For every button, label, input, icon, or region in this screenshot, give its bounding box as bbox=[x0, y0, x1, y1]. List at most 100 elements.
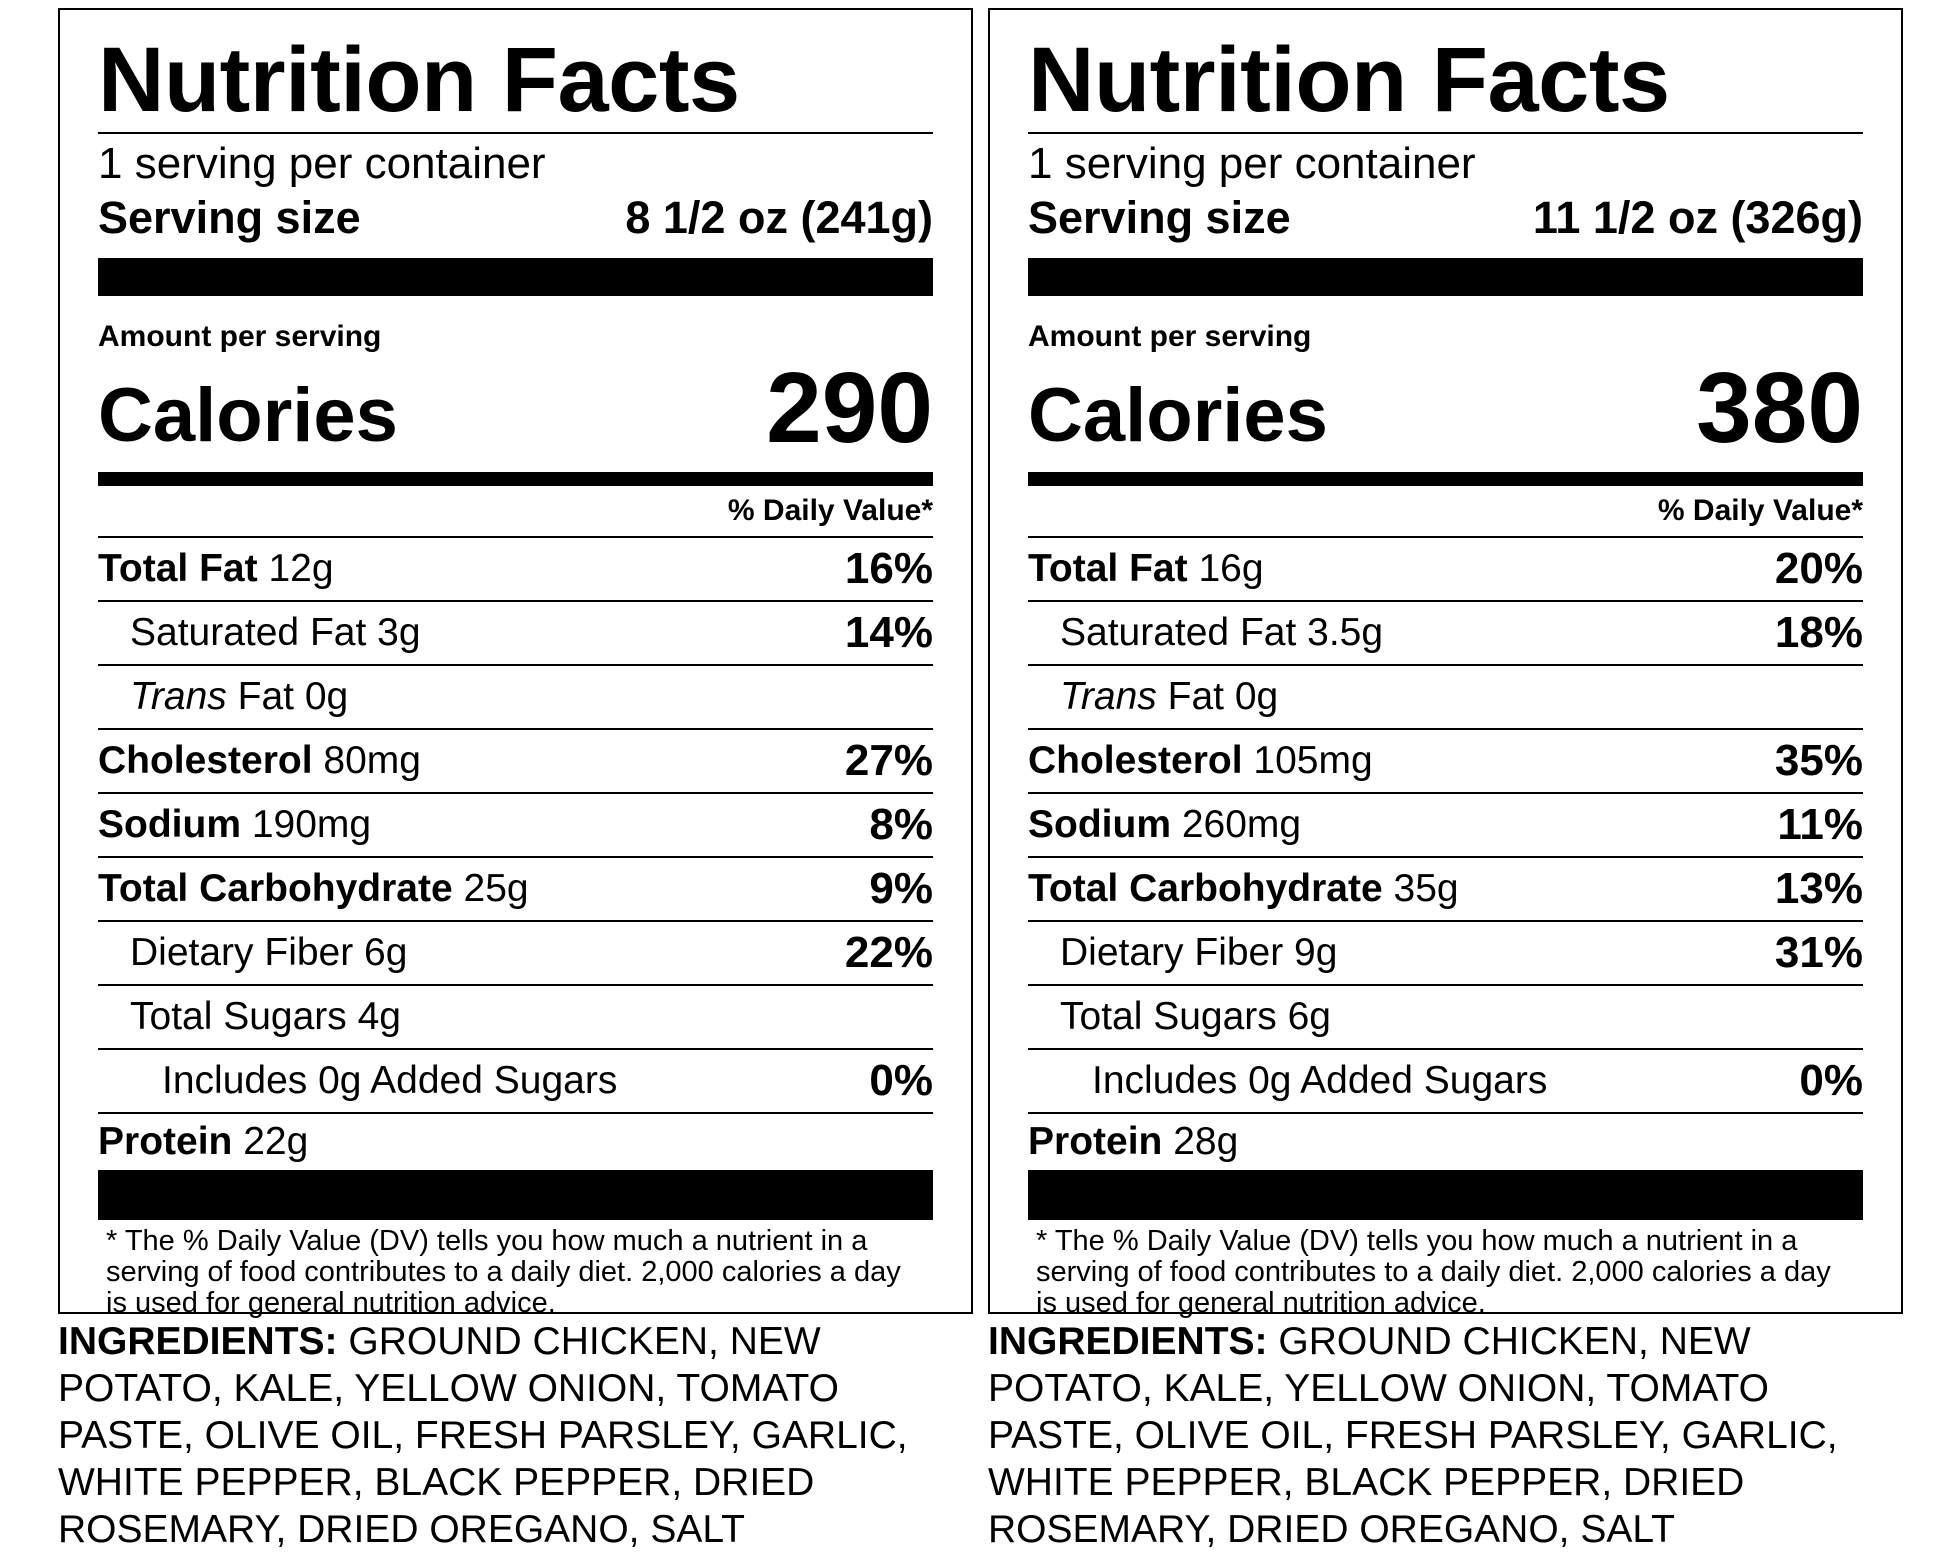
nutrient-label: Saturated Fat 3.5g bbox=[1060, 611, 1384, 654]
nutrient-label: Dietary Fiber 6g bbox=[130, 931, 408, 974]
ingredients-label: INGREDIENTS: bbox=[58, 1320, 338, 1363]
nutrient-daily-value: 0% bbox=[869, 1056, 933, 1105]
nutrient-label: Fat 0g bbox=[1156, 675, 1279, 718]
nutrient-row-total-sugars: Total Sugars 6g bbox=[1028, 984, 1863, 1048]
ingredients-block: INGREDIENTS: GROUND CHICKEN, NEW POTATO,… bbox=[58, 1318, 973, 1553]
label-title: Nutrition Facts bbox=[98, 29, 740, 131]
servings-per-container: 1 serving per container bbox=[98, 139, 546, 188]
nutrient-daily-value: 31% bbox=[1774, 928, 1863, 977]
calories-row: Calories 290 bbox=[98, 354, 933, 458]
nutrient-daily-value: 16% bbox=[844, 544, 933, 593]
nutrient-row-trans-fat: Trans Fat 0g bbox=[98, 664, 933, 728]
nutrient-amount: 35g bbox=[1393, 867, 1459, 910]
serving-size-row: Serving size 8 1/2 oz (241g) bbox=[98, 190, 933, 246]
nutrient-daily-value: 11% bbox=[1777, 800, 1863, 849]
nutrient-row-trans-fat: Trans Fat 0g bbox=[1028, 664, 1863, 728]
nutrition-panel-left: Nutrition Facts 1 serving per container … bbox=[58, 0, 973, 1553]
nutrient-label: Sodium bbox=[98, 803, 241, 846]
divider bbox=[98, 132, 933, 134]
thick-divider bbox=[1028, 258, 1863, 296]
nutrient-row-cholesterol: Cholesterol 80mg 27% bbox=[98, 728, 933, 792]
nutrient-row-dietary-fiber: Dietary Fiber 9g 31% bbox=[1028, 920, 1863, 984]
nutrient-label: Protein bbox=[98, 1120, 233, 1163]
nutrient-row-added-sugars: Includes 0g Added Sugars 0% bbox=[1028, 1048, 1863, 1112]
medium-divider bbox=[1028, 472, 1863, 486]
nutrient-amount: 12g bbox=[268, 547, 334, 590]
nutrient-row-total-fat: Total Fat 12g 16% bbox=[98, 536, 933, 600]
nutrient-label: Cholesterol bbox=[98, 739, 313, 782]
servings-per-container: 1 serving per container bbox=[1028, 139, 1476, 188]
daily-value-header: % Daily Value* bbox=[1657, 494, 1863, 527]
nutrient-label: Includes 0g Added Sugars bbox=[162, 1059, 618, 1102]
calories-row: Calories 380 bbox=[1028, 354, 1863, 458]
nutrient-label: Total Fat bbox=[98, 547, 258, 590]
nutrition-facts-label: Nutrition Facts 1 serving per container … bbox=[988, 8, 1903, 1319]
calories-label: Calories bbox=[98, 373, 398, 458]
nutrient-row-total-carbohydrate: Total Carbohydrate 25g 9% bbox=[98, 856, 933, 920]
nutrient-daily-value: 20% bbox=[1774, 544, 1863, 593]
nutrient-row-added-sugars: Includes 0g Added Sugars 0% bbox=[98, 1048, 933, 1112]
daily-value-header: % Daily Value* bbox=[727, 494, 933, 527]
nutrient-amount: 80mg bbox=[323, 739, 421, 782]
nutrient-amount: 190mg bbox=[251, 803, 372, 846]
nutrient-row-total-carbohydrate: Total Carbohydrate 35g 13% bbox=[1028, 856, 1863, 920]
ingredients-label: INGREDIENTS: bbox=[988, 1320, 1268, 1363]
amount-per-serving: Amount per serving bbox=[98, 320, 382, 353]
amount-per-serving: Amount per serving bbox=[1028, 320, 1312, 353]
serving-size-label: Serving size bbox=[98, 192, 361, 243]
calories-value: 380 bbox=[1696, 352, 1863, 464]
nutrient-label: Total Carbohydrate bbox=[98, 867, 453, 910]
nutrient-daily-value: 8% bbox=[869, 800, 933, 849]
nutrient-row-total-sugars: Total Sugars 4g bbox=[98, 984, 933, 1048]
nutrient-daily-value: 14% bbox=[844, 608, 933, 657]
divider bbox=[1028, 132, 1863, 134]
nutrient-amount: 16g bbox=[1198, 547, 1264, 590]
ingredients-block: INGREDIENTS: GROUND CHICKEN, NEW POTATO,… bbox=[988, 1318, 1903, 1553]
serving-size-value: 11 1/2 oz (326g) bbox=[1532, 192, 1863, 243]
nutrient-label: Protein bbox=[1028, 1120, 1163, 1163]
calories-value: 290 bbox=[766, 352, 933, 464]
serving-size-row: Serving size 11 1/2 oz (326g) bbox=[1028, 190, 1863, 246]
nutrient-daily-value: 9% bbox=[869, 864, 933, 913]
serving-size-value: 8 1/2 oz (241g) bbox=[625, 192, 933, 243]
nutrient-row-saturated-fat: Saturated Fat 3.5g 18% bbox=[1028, 600, 1863, 664]
nutrient-row-saturated-fat: Saturated Fat 3g 14% bbox=[98, 600, 933, 664]
nutrient-amount: 260mg bbox=[1181, 803, 1302, 846]
nutrient-daily-value: 22% bbox=[844, 928, 933, 977]
nutrient-label: Saturated Fat 3g bbox=[130, 611, 421, 654]
nutrient-row-cholesterol: Cholesterol 105mg 35% bbox=[1028, 728, 1863, 792]
nutrient-label: Includes 0g Added Sugars bbox=[1092, 1059, 1548, 1102]
nutrient-amount: 22g bbox=[243, 1120, 309, 1163]
nutrient-row-dietary-fiber: Dietary Fiber 6g 22% bbox=[98, 920, 933, 984]
nutrient-row-total-fat: Total Fat 16g 20% bbox=[1028, 536, 1863, 600]
nutrient-amount: 25g bbox=[463, 867, 529, 910]
bottom-thick-divider bbox=[98, 1170, 933, 1220]
nutrient-amount: 28g bbox=[1173, 1120, 1239, 1163]
nutrient-label: Total Sugars 6g bbox=[1060, 995, 1332, 1038]
nutrient-row-sodium: Sodium 260mg 11% bbox=[1028, 792, 1863, 856]
nutrient-label: Cholesterol bbox=[1028, 739, 1243, 782]
nutrient-daily-value: 35% bbox=[1774, 736, 1863, 785]
ingredients-text: GROUND CHICKEN, NEW POTATO, KALE, YELLOW… bbox=[58, 1320, 908, 1551]
nutrient-label: Dietary Fiber 9g bbox=[1060, 931, 1338, 974]
nutrient-label: Sodium bbox=[1028, 803, 1171, 846]
thick-divider bbox=[98, 258, 933, 296]
nutrient-label-italic: Trans bbox=[130, 675, 227, 718]
nutrient-daily-value: 13% bbox=[1774, 864, 1863, 913]
calories-label: Calories bbox=[1028, 373, 1328, 458]
nutrient-label: Fat 0g bbox=[226, 675, 349, 718]
nutrient-daily-value: 27% bbox=[844, 736, 933, 785]
daily-value-footnote: * The % Daily Value (DV) tells you how m… bbox=[106, 1225, 901, 1319]
medium-divider bbox=[98, 472, 933, 486]
label-title: Nutrition Facts bbox=[1028, 29, 1670, 131]
nutrient-amount: 105mg bbox=[1253, 739, 1373, 782]
nutrient-row-sodium: Sodium 190mg 8% bbox=[98, 792, 933, 856]
nutrient-label: Total Fat bbox=[1028, 547, 1188, 590]
nutrient-daily-value: 0% bbox=[1799, 1056, 1863, 1105]
nutrient-label: Total Sugars 4g bbox=[130, 995, 402, 1038]
nutrition-panel-right: Nutrition Facts 1 serving per container … bbox=[988, 0, 1903, 1553]
nutrient-label-italic: Trans bbox=[1060, 675, 1157, 718]
nutrient-row-protein: Protein 22g bbox=[98, 1112, 933, 1170]
nutrient-label: Total Carbohydrate bbox=[1028, 867, 1383, 910]
daily-value-footnote: * The % Daily Value (DV) tells you how m… bbox=[1036, 1225, 1831, 1319]
